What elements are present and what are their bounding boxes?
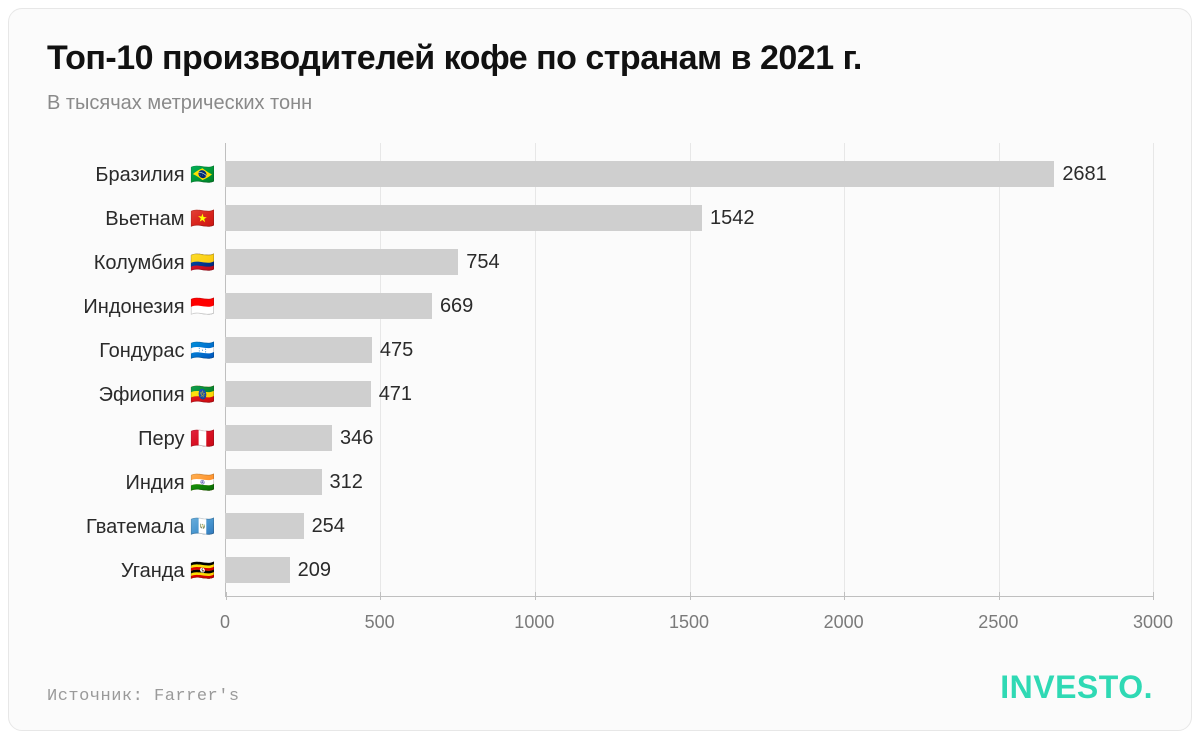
bar-wrap: 2681 (225, 153, 1153, 195)
x-axis-label: 1500 (669, 612, 709, 633)
bar-row-label: Гватемала 🇬🇹 (47, 514, 225, 539)
bar-row-label: Перу 🇵🇪 (47, 426, 225, 451)
bar-value-label: 669 (440, 295, 473, 318)
bar-row-label: Бразилия 🇧🇷 (47, 162, 225, 187)
bar-value-label: 254 (312, 515, 345, 538)
bar (225, 337, 372, 363)
bar-row: Эфиопия 🇪🇹 471 (47, 373, 1153, 415)
bar-wrap: 1542 (225, 197, 1153, 239)
x-axis-label: 500 (365, 612, 395, 633)
bar-chart: 050010001500200025003000Бразилия 🇧🇷2681В… (47, 143, 1153, 633)
x-tick (844, 592, 845, 600)
bar-value-label: 346 (340, 427, 373, 450)
bar-value-label: 1542 (710, 207, 755, 230)
chart-card: Топ-10 производителей кофе по странам в … (8, 8, 1192, 731)
chart-subtitle: В тысячах метрических тонн (47, 92, 1153, 115)
x-axis-label: 0 (220, 612, 230, 633)
x-axis-label: 2500 (978, 612, 1018, 633)
bar-wrap: 312 (225, 461, 1153, 503)
bar-row: Гватемала 🇬🇹 254 (47, 505, 1153, 547)
x-tick (1153, 592, 1154, 600)
bar-row: Уганда 🇺🇬 209 (47, 549, 1153, 591)
bar-value-label: 475 (380, 339, 413, 362)
x-axis-label: 2000 (824, 612, 864, 633)
bar (225, 249, 458, 275)
bar (225, 425, 332, 451)
bar-value-label: 471 (379, 383, 412, 406)
bar-row: Вьетнам 🇻🇳 1542 (47, 197, 1153, 239)
bar-row-label: Индонезия 🇮🇩 (47, 294, 225, 319)
x-tick (999, 592, 1000, 600)
bar-value-label: 2681 (1062, 163, 1107, 186)
brand-logo-dot: . (1144, 669, 1153, 705)
bar-row-label: Эфиопия 🇪🇹 (47, 382, 225, 407)
bar-wrap: 346 (225, 417, 1153, 459)
bar-row: Гондурас 🇭🇳 475 (47, 329, 1153, 371)
bar (225, 293, 432, 319)
bar-row: Индия 🇮🇳 312 (47, 461, 1153, 503)
bar-wrap: 754 (225, 241, 1153, 283)
gridline (1153, 143, 1154, 596)
bar-wrap: 254 (225, 505, 1153, 547)
bar (225, 513, 304, 539)
bar-row: Индонезия 🇮🇩 669 (47, 285, 1153, 327)
bar-value-label: 312 (330, 471, 363, 494)
bar-value-label: 754 (466, 251, 499, 274)
x-axis-label: 3000 (1133, 612, 1173, 633)
x-tick (535, 592, 536, 600)
bar (225, 469, 322, 495)
bar-row: Перу 🇵🇪 346 (47, 417, 1153, 459)
bar (225, 161, 1054, 187)
bar-row: Колумбия 🇨🇴 754 (47, 241, 1153, 283)
bar-row-label: Индия 🇮🇳 (47, 470, 225, 495)
bar-row-label: Гондурас 🇭🇳 (47, 338, 225, 363)
bar-wrap: 471 (225, 373, 1153, 415)
x-axis-label: 1000 (514, 612, 554, 633)
chart-footer: Источник: Farrer's INVESTO. (47, 669, 1153, 706)
bar-wrap: 669 (225, 285, 1153, 327)
brand-logo-text: INVESTO (1000, 669, 1143, 705)
bar-row-label: Колумбия 🇨🇴 (47, 250, 225, 275)
bar-row-label: Уганда 🇺🇬 (47, 558, 225, 583)
bar (225, 381, 371, 407)
bar-row: Бразилия 🇧🇷 2681 (47, 153, 1153, 195)
bar-wrap: 209 (225, 549, 1153, 591)
x-tick (690, 592, 691, 600)
source-label: Источник: Farrer's (47, 687, 240, 706)
bar-wrap: 475 (225, 329, 1153, 371)
bar-row-label: Вьетнам 🇻🇳 (47, 206, 225, 231)
x-tick (380, 592, 381, 600)
bar-value-label: 209 (298, 559, 331, 582)
x-tick (226, 592, 227, 600)
brand-logo: INVESTO. (1000, 669, 1153, 706)
bar (225, 205, 702, 231)
chart-title: Топ-10 производителей кофе по странам в … (47, 39, 1153, 78)
bar (225, 557, 290, 583)
